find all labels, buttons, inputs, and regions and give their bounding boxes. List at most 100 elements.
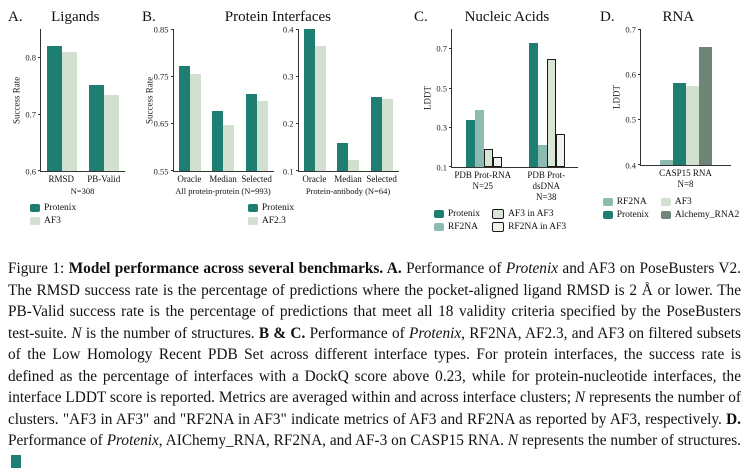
x-tick-label: PB-Valid (87, 174, 121, 184)
caption-text: Protenix (505, 260, 558, 277)
x-tick-row: Oracle Median Selected (173, 174, 274, 185)
plot-column: 0.6 0.7 0.8 RMSD PB-Valid N=308 (25, 29, 125, 196)
panel-header: A. Ligands (8, 8, 128, 26)
panel-title: RNA (662, 9, 695, 25)
x-tick-label: PDB Prot-dsDNA N=38 (527, 170, 566, 202)
legend-swatch (602, 197, 613, 206)
bar-af2-3 (315, 45, 327, 171)
bar-group (89, 84, 119, 171)
legend-label: RF2NA (616, 196, 647, 207)
y-tick-label: 0.55 (153, 165, 169, 176)
legend-swatch (492, 209, 505, 220)
caption-text: N (71, 324, 82, 342)
x-tick-label: Median (209, 174, 237, 184)
plot-area: 0.1 0.2 0.3 0.4 (283, 25, 399, 175)
legend-item: RF2NA (602, 196, 649, 207)
caption-text: , RF2NA, AF2.3, and AF3 on filtered subs… (8, 324, 741, 407)
bar-protenix (212, 111, 224, 171)
bar-protenix (465, 119, 475, 167)
x-tick-label: RMSD (48, 174, 74, 184)
bar-chart: LDDT 0.1 0.3 0.5 0.7 PDB Prot-RNA N=25 PDB Prot… (422, 29, 578, 202)
bar-chart: 0.1 0.2 0.3 0.4 Oracle Median Selected Protein-… (280, 25, 399, 196)
legend-swatch (602, 210, 613, 219)
panel-charts: LDDT 0.1 0.3 0.5 0.7 PDB Prot-RNA N=25 PDB Prot… (414, 29, 586, 202)
panel-label: B. (142, 9, 156, 25)
legend-item: AF3 (30, 216, 76, 226)
caption-text: Performance of (401, 260, 506, 277)
y-tick-mark (449, 87, 452, 89)
y-axis-label: LDDT (422, 86, 433, 110)
legend-label: Protenix (616, 209, 649, 220)
x-tick-label: PDB Prot-RNA N=25 (454, 170, 512, 191)
bar-af3-in-af3 (483, 149, 493, 167)
bar-chart: LDDT 0.4 0.5 0.6 0.7 CASP15 RNA N=8 (611, 25, 731, 190)
y-tick-mark (170, 123, 174, 125)
legend-label: Protenix (44, 202, 77, 213)
caption-text: B & C. (258, 324, 306, 342)
figure-panel-d: D. RNA LDDT 0.4 0.5 0.6 0.7 CASP15 RNA N=8 RF2NA A… (600, 8, 742, 220)
y-tick-mark (638, 164, 641, 165)
bar-af3 (686, 85, 699, 165)
bar-protenix (370, 96, 382, 171)
bar-protenix (89, 84, 104, 171)
legend-swatch (433, 210, 444, 219)
y-tick-label: 0.6 (25, 165, 36, 176)
y-tick-mark (38, 113, 41, 115)
bar-protenix (304, 29, 316, 171)
legend-swatch (660, 197, 671, 206)
legend: Protenix AF3 (30, 203, 128, 226)
x-tick-row: PDB Prot-RNA N=25 PDB Prot-dsDNA N=38 (451, 170, 578, 202)
bar-groups (299, 29, 399, 171)
caption-text: Performance of (305, 324, 410, 342)
bar-rf2na (660, 159, 673, 165)
figure-panel-c: C. Nucleic Acids LDDT 0.1 0.3 0.5 0.7 PDB Prot-… (414, 8, 586, 233)
caption-text: N (507, 432, 519, 449)
x-tick-label: Selected (366, 174, 397, 184)
legend-label: RF2NA (447, 222, 478, 233)
y-tick-label: 0.5 (625, 114, 636, 125)
y-tick-label: 0.65 (153, 118, 169, 129)
panel-charts: Success Rate 0.6 0.7 0.8 RMSD PB-Valid N=308 (8, 29, 128, 196)
y-tick-mark (449, 48, 452, 50)
plot-column: 0.1 0.3 0.5 0.7 PDB Prot-RNA N=25 PDB Prot-dsD… (436, 29, 578, 202)
legend-label: AF3 (674, 196, 692, 207)
y-tick-label: 0.1 (436, 161, 447, 172)
legend: Protenix AF3 in AF3 RF2NA RF2NA in AF3 (414, 209, 586, 233)
plot-column: 0.4 0.5 0.6 0.7 CASP15 RNA N=8 (625, 25, 731, 190)
bar-protenix (673, 83, 686, 165)
legend-item: AF2.3 (247, 216, 294, 226)
panel-header: B. Protein Interfaces (142, 8, 400, 26)
bar-groups (452, 29, 578, 167)
bar-af2-3 (381, 99, 393, 171)
bar-af2-3 (256, 101, 268, 171)
y-tick-mark (449, 166, 452, 167)
panel-header: C. Nucleic Acids (414, 8, 586, 26)
y-tick-label: 0.5 (436, 82, 447, 93)
caption-text: represents the number of structures. (518, 432, 741, 449)
bar-group (528, 42, 565, 167)
panel-header: D. RNA (600, 8, 742, 26)
y-tick-label: 0.1 (282, 165, 294, 176)
plot-area: 0.1 0.3 0.5 0.7 (436, 29, 578, 171)
bar-af3-in-af3 (546, 58, 556, 167)
y-tick-label: 0.3 (282, 71, 294, 82)
x-tick-row: RMSD PB-Valid (40, 174, 125, 185)
y-tick-mark (295, 123, 299, 125)
bar-group (465, 109, 502, 167)
bar-group (245, 94, 268, 171)
panel-title: Protein Interfaces (224, 9, 331, 25)
legend-item: RF2NA in AF3 (492, 222, 566, 233)
legend-item: AF3 in AF3 (492, 209, 566, 220)
caption-text: Performance of (8, 432, 107, 449)
figure-panel-b: B. Protein Interfaces Success Rate 0.55 0.65… (142, 8, 400, 226)
bar-chart: Success Rate 0.55 0.65 0.75 0.85 Oracle Median… (144, 25, 274, 196)
legend-label: AF3 in AF3 (508, 209, 554, 220)
figure-panel-a: A. Ligands Success Rate 0.6 0.7 0.8 RMSD PB-Val… (8, 8, 128, 226)
bar-groups (641, 29, 731, 165)
legend-swatch (492, 222, 505, 233)
bar-rf2na (537, 145, 547, 167)
x-axis-label: All protein-protein (N=993) (175, 185, 271, 196)
caption-text: and AF3 on PoseBusters V2. The RMSD succ… (8, 260, 741, 342)
y-tick-mark (449, 127, 452, 129)
bar-protenix (179, 65, 191, 171)
